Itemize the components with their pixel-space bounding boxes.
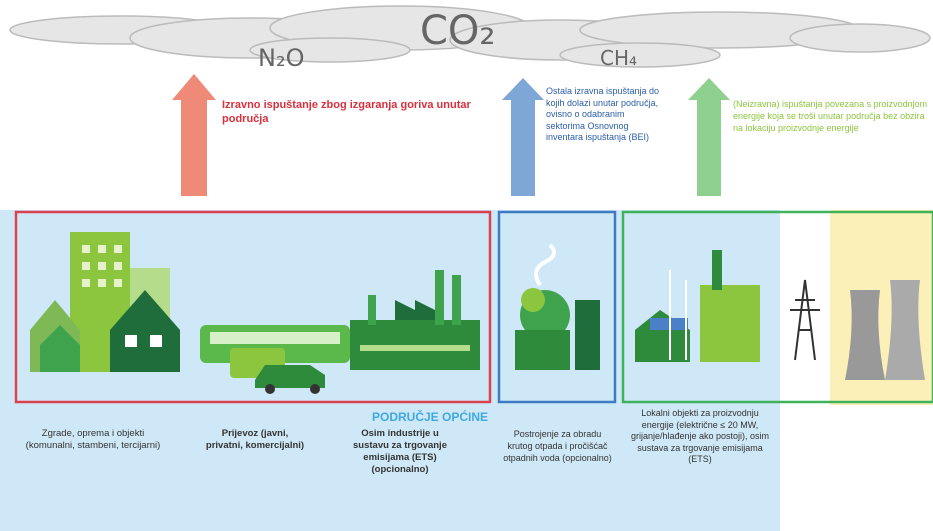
column-label: Lokalni objekti za proizvodnju energije … <box>630 408 770 466</box>
arrow-label: Ostala izravna ispuštanja do kojih dolaz… <box>546 86 666 144</box>
gas-label: CH₄ <box>600 46 637 70</box>
grid-zone <box>780 210 830 405</box>
gas-label: CO₂ <box>420 8 495 54</box>
arrow-label: Izravno ispuštanje zbog izgaranja goriva… <box>222 98 482 126</box>
column-label: Osim industrije u sustavu za trgovanje e… <box>345 428 455 476</box>
page: N₂O CO₂ CH₄ Izravno ispuštanje zbog izga… <box>0 0 933 531</box>
column-label: Zgrade, oprema i objekti (komunalni, sta… <box>18 428 168 452</box>
area-title: PODRUČJE OPĆINE <box>300 411 560 423</box>
gas-label: N₂O <box>258 44 304 72</box>
column-label: Postrojenje za obradu krutog otpada i pr… <box>500 428 615 464</box>
arrow-label: (Neizravna) ispuštanja povezana s proizv… <box>733 98 931 134</box>
column-label: Prijevoz (javni, privatni, komercijalni) <box>205 428 305 452</box>
